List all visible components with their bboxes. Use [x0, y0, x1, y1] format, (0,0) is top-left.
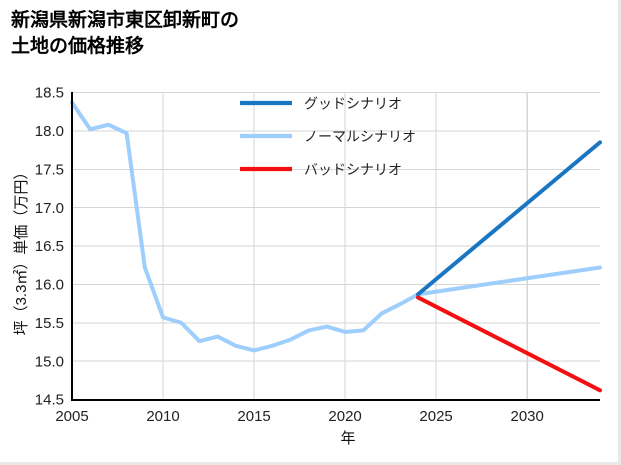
y-axis-tick-labels: 14.5 15.0 15.5 16.0 16.5 17.0 17.5 18.0 18.5 [35, 85, 64, 409]
series-line [415, 295, 602, 393]
data-series-group [70, 100, 602, 393]
x-axis-title: 年 [340, 430, 355, 447]
y-tick-label: 17.5 [35, 161, 64, 178]
series-line [415, 140, 602, 297]
x-tick-label: 2030 [511, 408, 544, 425]
x-tick-label: 2010 [146, 408, 179, 425]
y-tick-label: 16.5 [35, 238, 64, 255]
x-tick-label: 2025 [419, 408, 452, 425]
x-tick-label: 2020 [328, 408, 361, 425]
page-title: 新潟県新潟市東区卸新町の 土地の価格推移 [11, 10, 240, 58]
y-tick-label: 17.0 [35, 200, 64, 217]
x-tick-label: 2005 [55, 408, 88, 425]
series-line [70, 100, 602, 353]
legend-label: バッドシナリオ [304, 161, 402, 177]
y-tick-label: 14.5 [35, 392, 64, 409]
y-axis-title: 坪（3.3㎡）単価（万円） [13, 165, 30, 336]
legend-label: グッドシナリオ [304, 95, 402, 111]
x-tick-label: 2015 [237, 408, 270, 425]
y-tick-label: 18.5 [35, 85, 64, 102]
y-tick-label: 15.0 [35, 353, 64, 370]
y-tick-label: 15.5 [35, 315, 64, 332]
y-tick-label: 18.0 [35, 123, 64, 140]
legend-label: ノーマルシナリオ [304, 128, 416, 144]
y-tick-label: 16.0 [35, 277, 64, 294]
x-axis-tick-labels: 2005 2010 2015 2020 2025 2030 [55, 408, 544, 425]
